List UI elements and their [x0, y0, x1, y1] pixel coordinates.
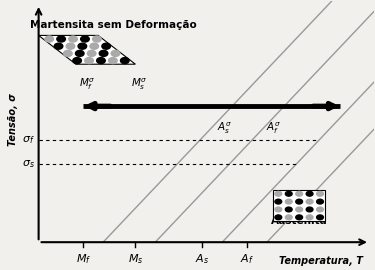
Circle shape: [85, 58, 93, 64]
Text: $A_f^\sigma$: $A_f^\sigma$: [266, 120, 281, 136]
Circle shape: [296, 199, 303, 204]
Circle shape: [57, 36, 65, 42]
Text: $A_s^\sigma$: $A_s^\sigma$: [217, 120, 232, 136]
Circle shape: [296, 215, 303, 220]
Text: Temperatura, T: Temperatura, T: [279, 255, 363, 265]
Circle shape: [54, 43, 63, 49]
Circle shape: [316, 191, 323, 196]
Circle shape: [275, 215, 282, 220]
Circle shape: [275, 191, 282, 196]
Polygon shape: [39, 35, 135, 64]
Text: $M_s$: $M_s$: [128, 253, 143, 266]
Circle shape: [306, 207, 313, 212]
Text: $M_s^\sigma$: $M_s^\sigma$: [131, 76, 147, 92]
Circle shape: [120, 58, 129, 64]
Circle shape: [87, 50, 96, 56]
Circle shape: [63, 50, 72, 56]
Circle shape: [102, 43, 111, 49]
Circle shape: [75, 50, 84, 56]
Text: $\sigma_s$: $\sigma_s$: [22, 158, 35, 170]
Text: $A_s$: $A_s$: [195, 253, 209, 266]
Circle shape: [306, 191, 313, 196]
Circle shape: [275, 207, 282, 212]
Circle shape: [93, 36, 101, 42]
Circle shape: [316, 215, 323, 220]
Circle shape: [90, 43, 99, 49]
Circle shape: [109, 58, 117, 64]
Circle shape: [69, 36, 77, 42]
Circle shape: [296, 191, 303, 196]
Circle shape: [275, 199, 282, 204]
Circle shape: [316, 199, 323, 204]
Circle shape: [45, 36, 54, 42]
Circle shape: [78, 43, 87, 49]
Text: Austenita: Austenita: [271, 217, 327, 227]
Circle shape: [285, 207, 292, 212]
Circle shape: [73, 58, 81, 64]
Circle shape: [285, 215, 292, 220]
Circle shape: [81, 36, 89, 42]
Bar: [273, 190, 325, 221]
Circle shape: [316, 207, 323, 212]
Text: $M_f^\sigma$: $M_f^\sigma$: [79, 76, 95, 92]
Circle shape: [296, 207, 303, 212]
Circle shape: [285, 191, 292, 196]
Circle shape: [66, 43, 75, 49]
Circle shape: [99, 50, 108, 56]
Circle shape: [97, 58, 105, 64]
Text: $A_f$: $A_f$: [240, 253, 254, 266]
Circle shape: [285, 199, 292, 204]
Circle shape: [111, 50, 120, 56]
Text: $M_f$: $M_f$: [76, 253, 91, 266]
Circle shape: [306, 199, 313, 204]
Text: $\sigma_f$: $\sigma_f$: [22, 134, 35, 146]
Circle shape: [306, 215, 313, 220]
Text: Martensita sem Deformação: Martensita sem Deformação: [30, 20, 196, 30]
Text: Tensão, σ: Tensão, σ: [8, 93, 18, 146]
